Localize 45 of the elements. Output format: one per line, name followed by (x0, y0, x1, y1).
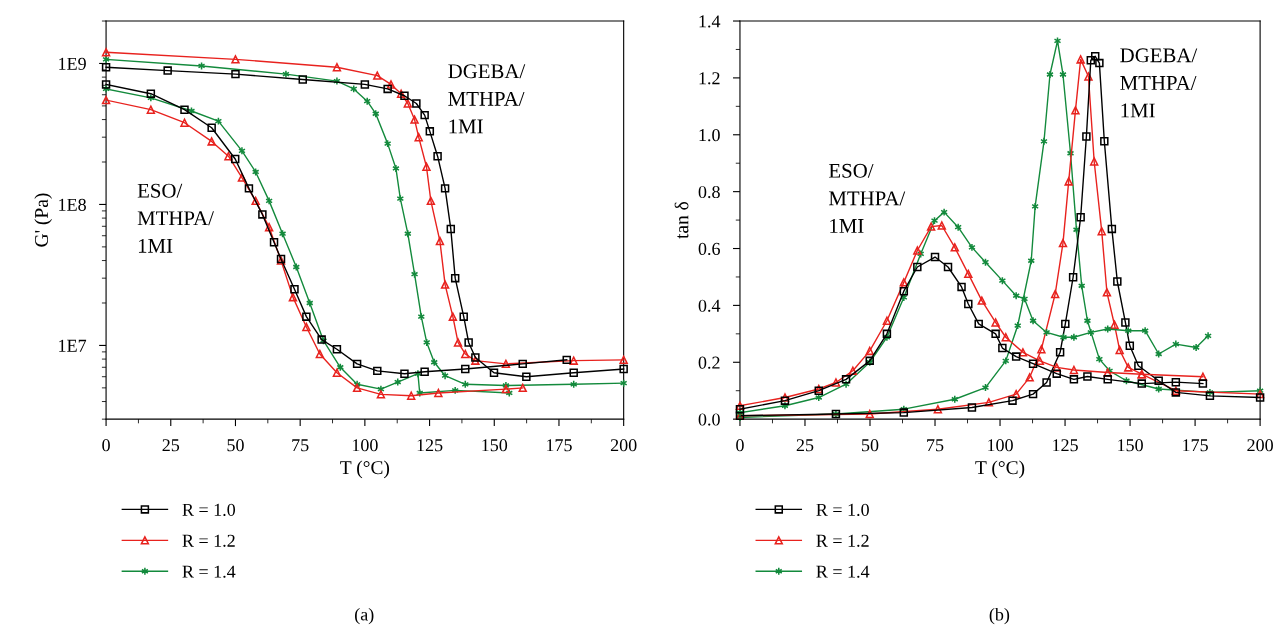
annotation: ESO/ MTHPA/ 1MI (137, 183, 214, 253)
legend-label: R = 1.0 (816, 503, 869, 516)
x-axis-title: T (°C) (340, 460, 390, 479)
y-tick-label: 1E9 (59, 57, 86, 70)
x-tick-label: 175 (547, 439, 572, 452)
y-tick-label: 0.4 (698, 299, 721, 312)
y-tick-label: 1E7 (59, 339, 87, 352)
x-tick-label: 100 (988, 439, 1013, 452)
legend-label: R = 1.2 (816, 534, 869, 547)
x-tick-label: 125 (417, 439, 443, 452)
x-tick-label: 50 (227, 439, 244, 452)
y-tick-label: 0.8 (698, 185, 720, 199)
x-tick-label: 100 (352, 439, 378, 452)
x-tick-label: 50 (862, 439, 879, 452)
legend-label: R = 1.0 (182, 503, 236, 516)
x-tick-label: 0 (102, 439, 110, 452)
legend-label: R = 1.4 (182, 565, 236, 578)
y-tick-label: 1.0 (699, 129, 720, 142)
y-tick-label: 0.0 (698, 413, 720, 426)
x-tick-label: 150 (482, 439, 508, 452)
x-tick-label: 200 (1247, 439, 1273, 452)
y-axis-title: G' (Pa) (34, 193, 52, 247)
y-tick-label: 1.4 (699, 15, 721, 28)
y-tick-label: 0.6 (698, 242, 720, 256)
annotation: DGEBA/ MTHPA/ 1MI (448, 64, 526, 134)
x-tick-label: 25 (796, 439, 814, 452)
legend-label: R = 1.2 (182, 534, 235, 547)
x-tick-label: 150 (1118, 439, 1143, 452)
x-tick-label: 125 (1053, 439, 1078, 452)
x-tick-label: 75 (292, 439, 309, 452)
y-tick-label: 0.2 (698, 356, 720, 369)
annotation: DGEBA/ MTHPA/ 1MI (1120, 48, 1198, 118)
text: (a) (355, 607, 374, 625)
legend-label: R = 1.4 (816, 565, 870, 578)
x-tick-label: 175 (1183, 439, 1208, 452)
x-tick-label: 0 (736, 439, 744, 452)
text: (b) (989, 607, 1010, 625)
x-tick-label: 75 (927, 439, 944, 452)
annotation: ESO/ MTHPA/ 1MI (828, 163, 906, 233)
y-tick-label: 1.2 (699, 72, 720, 85)
x-axis-title: T (°C) (975, 460, 1025, 479)
y-axis-title: tan δ (674, 201, 689, 239)
y-tick-label: 1E8 (59, 198, 86, 211)
x-tick-label: 200 (610, 439, 637, 452)
x-tick-label: 25 (162, 439, 180, 452)
